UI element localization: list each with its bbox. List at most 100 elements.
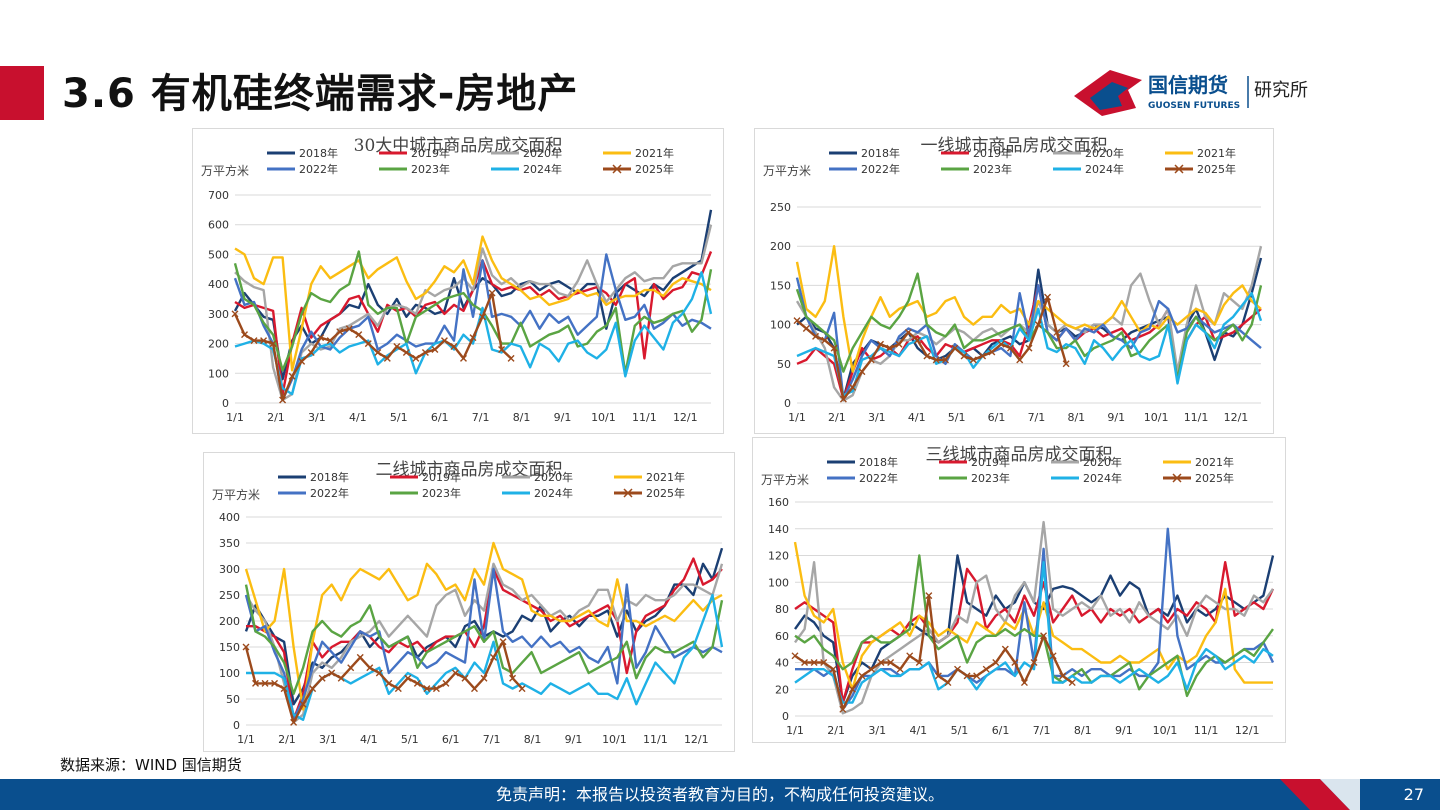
x-tick-label: 9/1 [565, 733, 583, 746]
x-tick-label: 10/1 [1144, 411, 1169, 424]
series-marker [839, 705, 847, 713]
series-marker [317, 334, 325, 342]
y-tick-label: 100 [768, 576, 789, 589]
legend-entry: 2020年 [1083, 455, 1122, 469]
y-tick-label: 120 [768, 550, 789, 563]
series-marker [1040, 632, 1048, 640]
logo-en: GUOSEN FUTURES [1148, 101, 1240, 111]
series-marker [1001, 645, 1009, 653]
y-tick-label: 300 [208, 308, 229, 321]
disclaimer: 免责声明：本报告以投资者教育为目的，不构成任何投资建议。 [495, 785, 944, 804]
series-marker [290, 718, 298, 726]
series-marker [830, 344, 838, 352]
chart-30-cities: 30大中城市商品房成交面积 万平方米 2018年 2019年 2020年 2021年 202… [192, 128, 724, 434]
x-tick-label: 8/1 [1067, 411, 1085, 424]
y-tick-label: 60 [775, 630, 789, 643]
series-line [234, 271, 713, 396]
y-tick-label: 300 [219, 563, 240, 576]
series-line [244, 562, 724, 724]
legend-entry: 2025年 [646, 486, 685, 500]
legend-entry: 2025年 [1195, 471, 1234, 485]
legend-entry: 2024年 [1083, 471, 1122, 485]
y-tick-label: 400 [208, 278, 229, 291]
logo-dept: 研究所 [1254, 80, 1308, 101]
chart-title: 三线城市商品房成交面积 [926, 445, 1113, 465]
x-tick-label: 4/1 [909, 724, 927, 737]
series-line [244, 567, 723, 721]
legend-entry: 2018年 [310, 470, 349, 484]
series-marker [992, 659, 1000, 666]
guosen-logo: 国信期货 GUOSEN FUTURES 研究所 [1074, 70, 1308, 116]
legend-entry: 2018年 [299, 146, 338, 160]
series-marker [336, 328, 344, 336]
legend-entry: 2020年 [523, 146, 562, 160]
legend-entry: 2024年 [1085, 162, 1124, 176]
x-tick-label: 3/1 [319, 733, 337, 746]
series-marker [886, 344, 894, 352]
chart-title: 一线城市商品房成交面积 [921, 136, 1108, 156]
series-marker [488, 289, 496, 297]
series-marker [279, 396, 287, 404]
source-note: 数据来源：WIND 国信期货 [60, 756, 242, 774]
x-tick-label: 8/1 [513, 411, 531, 424]
logo-cn: 国信期货 [1148, 73, 1228, 97]
series-marker [1030, 659, 1038, 666]
x-tick-label: 2/1 [828, 411, 846, 424]
y-tick-label: 700 [208, 189, 229, 202]
y-tick-label: 80 [775, 603, 789, 616]
x-tick-label: 9/1 [554, 411, 572, 424]
legend-entry: 2019年 [422, 470, 461, 484]
series-marker [829, 665, 837, 673]
series-marker [288, 372, 296, 380]
x-tick-label: 7/1 [1028, 411, 1046, 424]
series-marker [375, 669, 383, 677]
series-marker [518, 685, 526, 693]
series-marker [925, 592, 933, 600]
x-tick-label: 6/1 [442, 733, 460, 746]
x-tick-label: 1/1 [237, 733, 255, 746]
legend-entry: 2021年 [635, 146, 674, 160]
series-marker [821, 336, 829, 344]
series-marker [271, 679, 279, 687]
series-marker [941, 356, 949, 364]
x-tick-label: 9/1 [1115, 724, 1133, 737]
series-marker [374, 348, 382, 356]
series-marker [793, 317, 801, 325]
series-marker [848, 685, 856, 693]
x-tick-label: 12/1 [1224, 411, 1249, 424]
series-line [244, 584, 724, 696]
series-marker [421, 348, 429, 356]
chart-tier2-cities: 二线城市商品房成交面积 万平方米 2018年 2019年 2020年 2021年 2022年… [203, 452, 735, 752]
series-marker [394, 685, 402, 693]
legend-entry: 2022年 [310, 486, 349, 500]
series-marker [988, 348, 996, 356]
series-marker [326, 337, 334, 345]
x-tick-label: 1/1 [786, 724, 804, 737]
legend-entry: 2023年 [971, 471, 1010, 485]
series-marker [509, 674, 517, 682]
series-marker [231, 310, 239, 318]
series-marker [877, 659, 885, 666]
series-marker [450, 343, 458, 351]
series-marker [402, 348, 410, 356]
series-marker [440, 337, 448, 345]
series-marker [1059, 672, 1067, 680]
y-tick-label: 100 [208, 367, 229, 380]
series-marker [442, 679, 450, 687]
series-marker [1068, 679, 1076, 687]
series-marker [1020, 679, 1028, 687]
legend-entry: 2023年 [973, 162, 1012, 176]
legend-entry: 2021年 [1195, 455, 1234, 469]
title-accent-bar [0, 66, 44, 120]
y-axis-label: 万平方米 [201, 163, 249, 178]
x-tick-label: 10/1 [591, 411, 616, 424]
legend-entry: 2018年 [861, 146, 900, 160]
x-tick-label: 10/1 [1153, 724, 1178, 737]
series-marker [932, 356, 940, 364]
y-tick-label: 0 [782, 710, 789, 723]
series-line [233, 209, 713, 381]
series-marker [904, 328, 912, 336]
series-marker [383, 354, 391, 362]
chart-title: 30大中城市商品房成交面积 [354, 136, 563, 156]
x-tick-label: 5/1 [948, 411, 966, 424]
